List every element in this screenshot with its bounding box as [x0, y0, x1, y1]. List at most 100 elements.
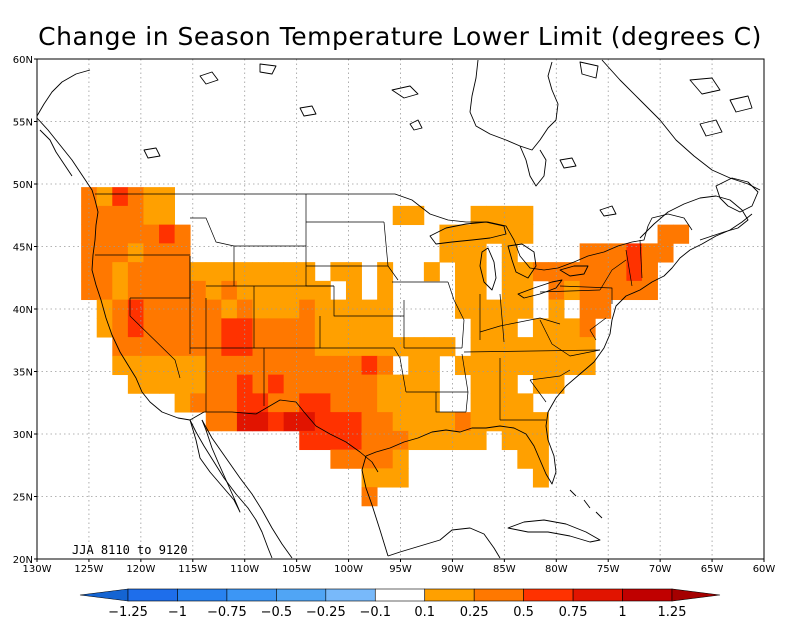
- data-cell: [377, 299, 394, 319]
- data-cell: [408, 355, 425, 376]
- data-cell: [159, 187, 176, 207]
- data-cell: [81, 187, 98, 207]
- data-cell: [159, 243, 176, 263]
- data-cell: [205, 337, 222, 357]
- data-cell: [486, 374, 503, 394]
- data-cell: [641, 262, 658, 282]
- data-cell: [112, 187, 129, 207]
- colorbar-label: −0.5: [261, 605, 293, 618]
- data-cell: [439, 243, 456, 263]
- data-cell: [345, 318, 362, 338]
- data-cell: [657, 224, 674, 244]
- data-cell: [314, 374, 331, 394]
- data-cell: [205, 374, 222, 394]
- data-cell: [345, 299, 362, 319]
- colorbar-low-arrow: [79, 588, 129, 602]
- data-cell: [221, 262, 238, 282]
- lon-tick-label: 105W: [282, 564, 311, 575]
- colorbar-high-arrow: [671, 588, 721, 602]
- data-cell: [626, 243, 643, 263]
- colorbar-swatch: [374, 588, 426, 602]
- data-cell: [532, 449, 549, 469]
- colorbar-label: −0.25: [306, 605, 346, 618]
- data-cell: [377, 318, 394, 338]
- data-cell: [377, 355, 394, 376]
- data-cell: [392, 337, 409, 357]
- data-cell: [190, 262, 207, 282]
- data-cell: [548, 280, 565, 301]
- st-lawrence-coastline: [639, 195, 749, 241]
- data-cell: [361, 412, 378, 432]
- data-cell: [657, 243, 674, 263]
- data-cell: [283, 262, 300, 282]
- data-cell: [517, 449, 534, 469]
- state-borders: [95, 194, 643, 421]
- data-cell: [377, 449, 394, 469]
- data-cell: [221, 337, 238, 357]
- data-cell: [96, 187, 113, 207]
- data-cell: [299, 355, 316, 376]
- data-cell: [112, 318, 129, 338]
- lon-tick-label: 70W: [649, 564, 672, 575]
- data-cell: [252, 374, 269, 394]
- data-cell: [517, 430, 534, 451]
- colorbar-swatch: [622, 588, 673, 602]
- data-cell: [392, 393, 409, 413]
- data-cell: [423, 412, 440, 432]
- data-cell: [190, 337, 207, 357]
- data-cell: [127, 318, 144, 338]
- lon-tick-label: 120W: [126, 564, 155, 575]
- data-cell: [174, 393, 191, 413]
- colorbar-label: 0.75: [559, 605, 588, 618]
- data-cell: [159, 374, 176, 394]
- data-cell: [423, 393, 440, 413]
- data-cell: [143, 224, 160, 244]
- data-cell: [283, 299, 300, 319]
- data-cell: [268, 318, 285, 338]
- data-cell: [532, 412, 549, 432]
- data-cell: [299, 393, 316, 413]
- data-cell: [501, 430, 518, 451]
- data-cell: [470, 205, 487, 226]
- data-cell: [159, 299, 176, 319]
- data-cell: [190, 318, 207, 338]
- lon-tick-label: 60W: [753, 564, 776, 575]
- data-cell: [252, 393, 269, 413]
- data-cell: [345, 355, 362, 376]
- data-cell: [205, 393, 222, 413]
- data-cell: [268, 262, 285, 282]
- data-cell: [423, 337, 440, 357]
- data-cell: [314, 355, 331, 376]
- data-cell: [470, 243, 487, 263]
- lon-tick-label: 85W: [493, 564, 516, 575]
- arctic-islands: [143, 61, 753, 217]
- colorbar-swatch: [276, 588, 327, 602]
- james-bay-coastline: [519, 145, 547, 187]
- data-cell: [610, 280, 627, 301]
- data-cell: [345, 412, 362, 432]
- data-cell: [455, 280, 472, 301]
- data-cell: [268, 337, 285, 357]
- data-cell: [143, 280, 160, 301]
- colorbar-label: 0.5: [513, 605, 534, 618]
- data-cell: [143, 243, 160, 263]
- data-cell: [517, 412, 534, 432]
- axis-labels-layer: 130W 125W 120W 115W 110W 105W 100W 95W 90W 85W 80W…: [13, 55, 776, 575]
- data-cell: [174, 355, 191, 376]
- data-cell: [517, 299, 534, 319]
- baja-coastline: [189, 419, 241, 513]
- colorbar-swatch: [325, 588, 376, 602]
- data-cell: [579, 262, 596, 282]
- lat-tick-label: 40N: [13, 305, 33, 316]
- data-cell: [423, 355, 440, 376]
- data-cell: [283, 393, 300, 413]
- data-cell: [81, 280, 98, 301]
- data-cell: [314, 430, 331, 451]
- data-cell: [96, 243, 113, 263]
- colorbar: −1.25 −1 −0.75 −0.5 −0.25 −0.1 0.1 0.25 0.5 0.75 1…: [79, 588, 721, 618]
- data-cell: [252, 355, 269, 376]
- data-cell: [205, 280, 222, 301]
- data-cell: [205, 318, 222, 338]
- lon-tick-label: 125W: [74, 564, 103, 575]
